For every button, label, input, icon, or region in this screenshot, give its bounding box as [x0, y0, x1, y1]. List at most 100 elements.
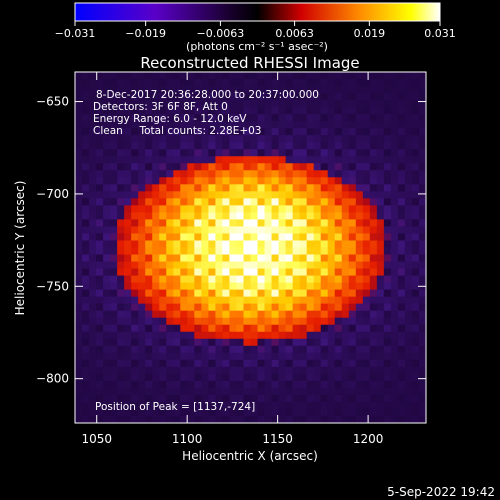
heatmap-cell — [271, 240, 280, 249]
heatmap-cell — [236, 114, 245, 122]
heatmap-cell — [222, 107, 231, 115]
heatmap-cell — [194, 191, 202, 199]
heatmap-cell — [390, 233, 399, 242]
heatmap-cell — [320, 254, 329, 263]
heatmap-cell — [383, 205, 392, 213]
heatmap-cell — [194, 86, 202, 94]
heatmap-cell — [404, 170, 413, 178]
heatmap-cell — [348, 387, 357, 396]
heatmap-cell — [152, 128, 160, 136]
heatmap-cell — [299, 198, 308, 206]
heatmap-cell — [341, 331, 350, 340]
heatmap-cell — [89, 240, 97, 249]
heatmap-cell — [152, 401, 160, 410]
heatmap-cell — [75, 338, 83, 347]
heatmap-cell — [355, 247, 364, 256]
heatmap-cell — [187, 254, 195, 263]
heatmap-cell — [355, 387, 364, 396]
heatmap-cell — [390, 170, 399, 178]
heatmap-cell — [152, 261, 160, 270]
heatmap-cell — [271, 86, 280, 94]
heatmap-cell — [390, 247, 399, 256]
heatmap-cell — [390, 219, 399, 228]
heatmap-cell — [411, 93, 420, 101]
heatmap-cell — [264, 261, 273, 270]
heatmap-cell — [292, 212, 301, 221]
heatmap-cell — [369, 275, 378, 284]
heatmap-cell — [404, 142, 413, 150]
heatmap-cell — [292, 296, 301, 305]
heatmap-cell — [187, 352, 195, 361]
heatmap-cell — [222, 114, 231, 122]
heatmap-cell — [320, 184, 329, 192]
heatmap-cell — [124, 212, 132, 221]
heatmap-cell — [159, 275, 167, 284]
heatmap-cell — [411, 72, 420, 80]
heatmap-cell — [383, 100, 392, 108]
heatmap-cell — [243, 212, 252, 221]
heatmap-cell — [390, 198, 399, 206]
heatmap-cell — [110, 79, 118, 87]
heatmap-cell — [320, 86, 329, 94]
heatmap-cell — [418, 408, 426, 417]
heatmap-cell — [299, 149, 308, 157]
heatmap-cell — [82, 275, 90, 284]
heatmap-cell — [103, 107, 111, 115]
heatmap-cell — [278, 394, 287, 403]
heatmap-cell — [82, 359, 90, 368]
heatmap-cell — [271, 72, 280, 80]
heatmap-cell — [201, 191, 209, 199]
heatmap-cell — [152, 408, 160, 417]
heatmap-cell — [355, 233, 364, 242]
heatmap-cell — [348, 394, 357, 403]
heatmap-cell — [236, 212, 245, 221]
heatmap-cell — [383, 191, 392, 199]
heatmap-cell — [341, 205, 350, 213]
heatmap-cell — [257, 387, 266, 396]
heatmap-cell — [187, 310, 195, 319]
heatmap-cell — [138, 191, 146, 199]
heatmap-cell — [285, 107, 294, 115]
heatmap-cell — [187, 86, 195, 94]
heatmap-cell — [138, 79, 146, 87]
heatmap-cell — [159, 394, 167, 403]
heatmap-cell — [341, 163, 350, 171]
colorbar-tick-label: 0.031 — [424, 27, 456, 40]
heatmap-cell — [117, 177, 125, 185]
heatmap-cell — [278, 163, 287, 171]
heatmap-cell — [299, 373, 308, 382]
heatmap-cell — [215, 107, 224, 115]
heatmap-cell — [229, 93, 238, 101]
heatmap-cell — [82, 324, 90, 333]
heatmap-cell — [271, 408, 280, 417]
heatmap-cell — [264, 198, 273, 206]
heatmap-cell — [145, 93, 153, 101]
chart-title: Reconstructed RHESSI Image — [140, 54, 359, 72]
heatmap-cell — [369, 331, 378, 340]
heatmap-cell — [278, 79, 287, 87]
heatmap-cell — [404, 254, 413, 263]
heatmap-cell — [194, 268, 202, 277]
heatmap-cell — [418, 212, 426, 221]
heatmap-cell — [222, 317, 231, 326]
heatmap-cell — [362, 198, 371, 206]
heatmap-cell — [159, 303, 167, 312]
heatmap-cell — [82, 135, 90, 143]
heatmap-cell — [145, 373, 153, 382]
heatmap-cell — [257, 163, 266, 171]
heatmap-cell — [187, 261, 195, 270]
heatmap-cell — [306, 142, 315, 150]
heatmap-cell — [390, 261, 399, 270]
heatmap-cell — [264, 212, 273, 221]
heatmap-cell — [369, 373, 378, 382]
heatmap-cell — [75, 100, 83, 108]
heatmap-cell — [236, 93, 245, 101]
heatmap-cell — [257, 394, 266, 403]
heatmap-cell — [110, 219, 118, 228]
heatmap-cell — [404, 373, 413, 382]
heatmap-cell — [159, 282, 167, 291]
heatmap-cell — [355, 352, 364, 361]
heatmap-cell — [271, 282, 280, 291]
heatmap-cell — [348, 296, 357, 305]
colorbar-unit-label: (photons cm⁻² s⁻¹ asec⁻²) — [186, 40, 328, 53]
